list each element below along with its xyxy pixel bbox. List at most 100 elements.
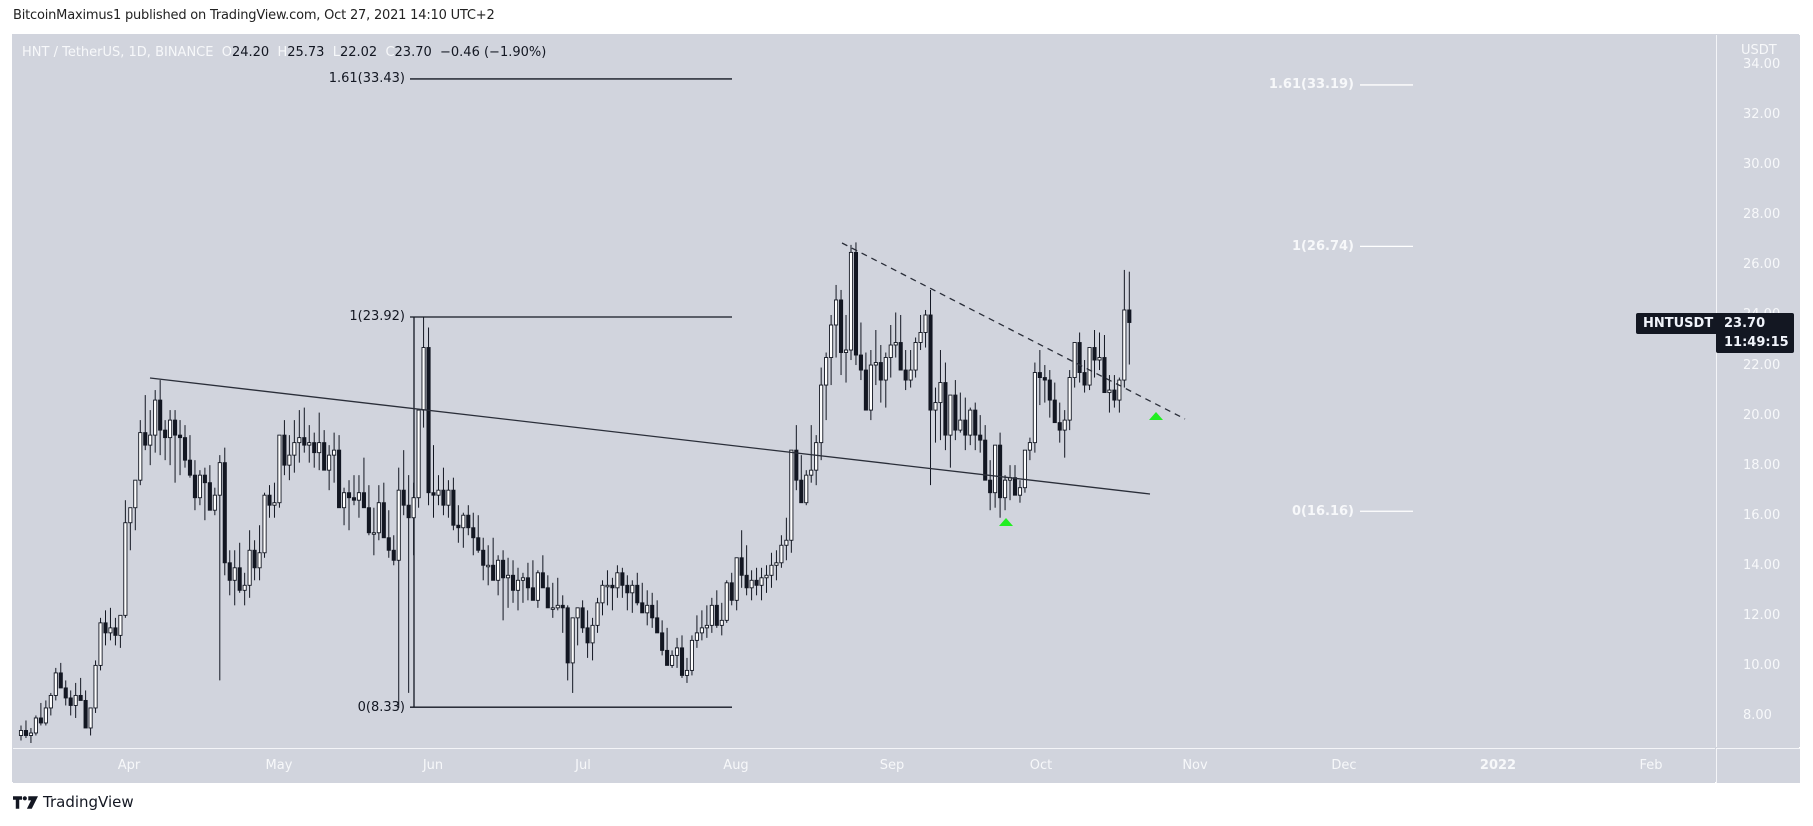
green-triangle-up-icon — [1149, 412, 1163, 420]
candle-up — [843, 349, 849, 353]
candle-up — [1087, 347, 1092, 386]
candle-down — [863, 369, 868, 411]
candle-down — [38, 717, 43, 724]
candle-down — [640, 602, 645, 614]
candle-down — [302, 437, 307, 446]
candle-up — [829, 324, 834, 358]
candle-down — [729, 582, 734, 601]
last-price-tag: 23.70 11:49:15 — [1716, 313, 1794, 353]
candle-down — [501, 559, 506, 579]
candle-up — [1097, 357, 1102, 361]
candle-up — [1072, 342, 1077, 379]
candle-up — [33, 717, 38, 734]
candle-up — [376, 502, 381, 534]
candle-down — [202, 474, 207, 484]
legend-symbol[interactable]: HNT / TetherUS, 1D, BINANCE — [22, 45, 214, 60]
candle-up — [645, 604, 650, 614]
candle-up — [590, 624, 595, 644]
chart-plot-area[interactable] — [13, 35, 1715, 747]
candle-down — [1077, 342, 1082, 373]
candle-up — [948, 394, 953, 436]
price-label-8: 8.00 — [1743, 708, 1772, 723]
legend-high-label: H — [277, 45, 288, 60]
candle-down — [714, 604, 719, 626]
price-label-16: 16.00 — [1743, 508, 1781, 523]
candle-up — [724, 582, 729, 621]
price-label-18: 18.00 — [1743, 458, 1781, 473]
price-label-30: 30.00 — [1743, 157, 1781, 172]
candle-down — [754, 579, 759, 586]
time-label-dec: Dec — [1331, 758, 1357, 773]
candle-up — [1122, 309, 1127, 381]
candle-down — [983, 439, 988, 481]
candle-down — [337, 449, 342, 509]
candle-up — [53, 672, 58, 696]
candle-up — [1027, 442, 1032, 451]
candle-up — [446, 489, 451, 506]
time-label-oct: Oct — [1029, 758, 1053, 773]
candle-up — [630, 584, 635, 594]
green-triangle-up-icon — [999, 518, 1013, 526]
candle-down — [1082, 372, 1087, 386]
price-label-14: 14.00 — [1743, 558, 1781, 573]
candle-down — [1057, 422, 1062, 431]
candle-down — [351, 497, 357, 501]
fib-right-label-161: 1.61(33.19) — [1268, 77, 1354, 92]
candle-down — [794, 449, 799, 481]
candle-up — [1062, 419, 1067, 431]
price-label-12: 12.00 — [1743, 608, 1781, 623]
candle-up — [993, 444, 998, 494]
candle-up — [908, 369, 913, 381]
candle-up — [1003, 479, 1008, 499]
candle-up — [670, 654, 675, 666]
candle-up — [342, 492, 347, 509]
legend-close-label: C — [385, 45, 395, 60]
candle-up — [615, 572, 620, 589]
candle-up — [93, 664, 98, 709]
price-label-32: 32.00 — [1743, 107, 1781, 122]
candle-up — [257, 552, 262, 569]
candle-down — [655, 617, 660, 634]
candle-down — [401, 489, 406, 506]
candle-up — [923, 314, 928, 333]
time-axis[interactable]: Apr May Jun Jul Aug Sep Oct Nov Dec 2022 Feb — [13, 748, 1715, 783]
candle-down — [679, 647, 685, 676]
candle-up — [297, 437, 302, 444]
candle-up — [317, 442, 322, 454]
candle-up — [232, 567, 237, 581]
candle-down — [650, 604, 655, 619]
candle-up — [804, 474, 809, 504]
candle-up — [277, 434, 282, 504]
candle-up — [411, 497, 416, 519]
candle-down — [491, 564, 496, 581]
candle-up — [148, 434, 153, 446]
candle-down — [878, 362, 883, 381]
candle-down — [431, 492, 436, 496]
candle-down — [1047, 379, 1052, 401]
candle-down — [560, 604, 565, 609]
candle-up — [535, 572, 540, 601]
price-axis[interactable]: 34.00 32.00 30.00 28.00 26.00 24.00 22.0… — [1716, 35, 1800, 747]
candle-up — [784, 539, 789, 546]
candle-down — [928, 314, 933, 411]
candle-down — [103, 622, 108, 634]
footer-branding[interactable]: TradingView — [13, 793, 134, 811]
candle-down — [143, 432, 148, 446]
candle-down — [113, 627, 118, 636]
price-label-34: 34.00 — [1743, 57, 1781, 72]
candle-down — [282, 434, 287, 466]
candle-down — [346, 492, 352, 499]
candle-down — [227, 562, 232, 581]
candle-down — [481, 549, 486, 566]
axis-corner — [1716, 748, 1800, 783]
candle-up — [848, 251, 854, 351]
candle-up — [674, 647, 680, 656]
candle-down — [158, 399, 163, 431]
candle-up — [873, 362, 878, 366]
candle-up — [118, 614, 123, 636]
candle-down — [625, 584, 630, 594]
candle-up — [461, 514, 466, 529]
candle-down — [187, 459, 193, 476]
candle-up — [197, 474, 202, 499]
candle-up — [128, 507, 133, 524]
